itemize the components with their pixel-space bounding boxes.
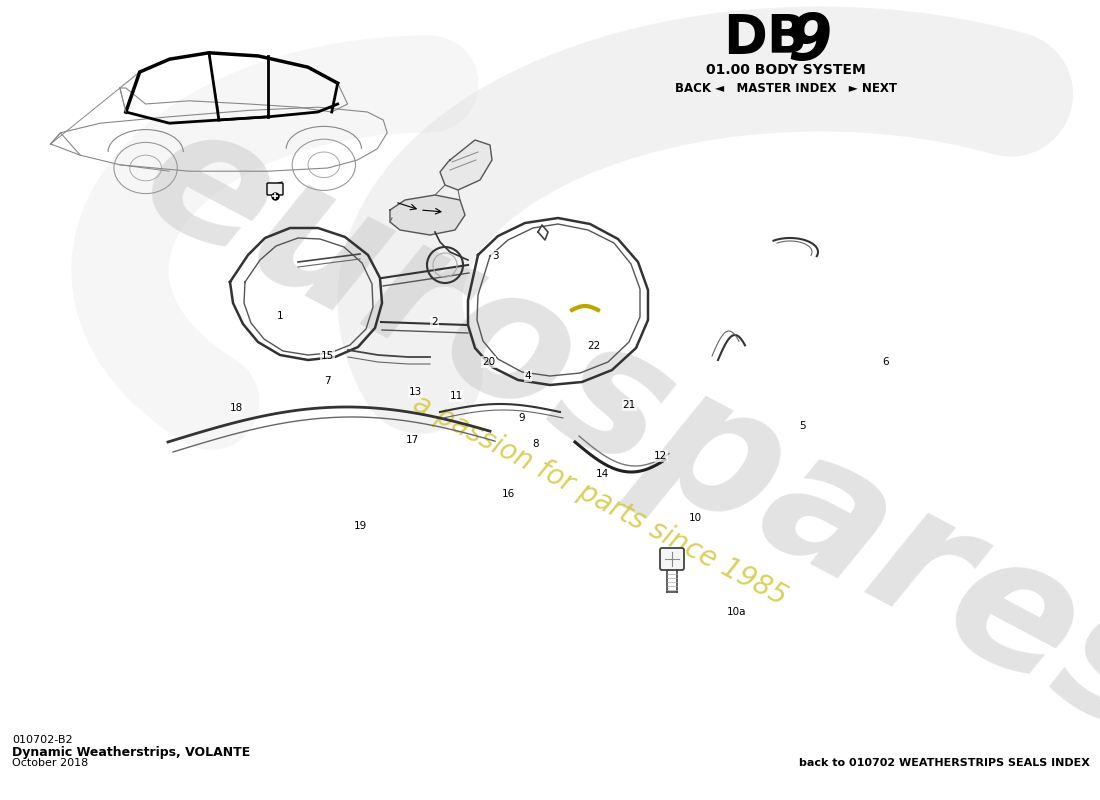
Text: 8: 8: [532, 439, 539, 449]
Text: 10: 10: [689, 514, 702, 523]
Text: 20: 20: [482, 357, 495, 366]
Text: 3: 3: [492, 251, 498, 261]
Text: 010702-B2: 010702-B2: [12, 735, 73, 745]
Text: October 2018: October 2018: [12, 758, 88, 768]
Polygon shape: [440, 140, 492, 190]
Polygon shape: [390, 195, 465, 235]
Text: 1: 1: [277, 311, 284, 321]
Text: 19: 19: [354, 522, 367, 531]
Text: a passion for parts since 1985: a passion for parts since 1985: [408, 389, 792, 611]
Text: DB: DB: [723, 12, 807, 64]
Text: 18: 18: [230, 403, 243, 413]
Text: BACK ◄   MASTER INDEX   ► NEXT: BACK ◄ MASTER INDEX ► NEXT: [675, 82, 896, 94]
Text: 2: 2: [431, 317, 438, 326]
Text: 22: 22: [587, 341, 601, 350]
Text: 16: 16: [502, 490, 515, 499]
Text: 7: 7: [324, 376, 331, 386]
Text: 4: 4: [525, 371, 531, 381]
Text: 10a: 10a: [727, 607, 747, 617]
Text: 6: 6: [882, 357, 889, 366]
Text: 12: 12: [653, 451, 667, 461]
Text: 13: 13: [409, 387, 422, 397]
Text: 11: 11: [450, 391, 463, 401]
Text: 21: 21: [623, 400, 636, 410]
FancyBboxPatch shape: [660, 548, 684, 570]
Text: eurospares: eurospares: [116, 85, 1100, 775]
Text: 5: 5: [800, 421, 806, 430]
Text: 15: 15: [321, 351, 334, 361]
Text: Dynamic Weatherstrips, VOLANTE: Dynamic Weatherstrips, VOLANTE: [12, 746, 251, 759]
Text: 9: 9: [788, 11, 833, 73]
FancyBboxPatch shape: [267, 183, 283, 195]
Text: 9: 9: [518, 413, 525, 422]
Text: 01.00 BODY SYSTEM: 01.00 BODY SYSTEM: [706, 63, 866, 77]
Text: back to 010702 WEATHERSTRIPS SEALS INDEX: back to 010702 WEATHERSTRIPS SEALS INDEX: [799, 758, 1090, 768]
Text: 14: 14: [596, 469, 609, 478]
Text: 17: 17: [406, 435, 419, 445]
